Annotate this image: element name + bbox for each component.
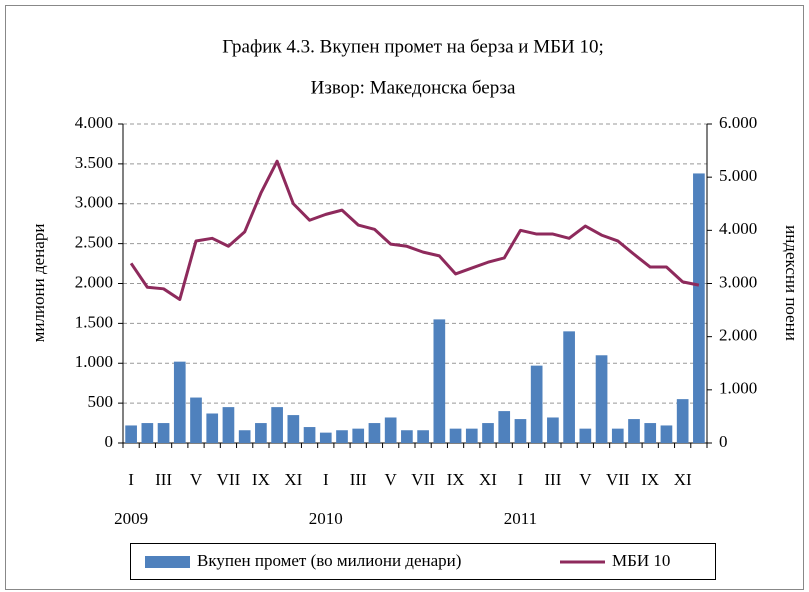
y-tick-label: 500 xyxy=(88,392,114,411)
bar xyxy=(157,423,170,443)
x-tick-label: XI xyxy=(479,470,497,489)
y2-tick-label: 6.000 xyxy=(719,113,757,132)
x-tick-label: I xyxy=(128,470,134,489)
bar xyxy=(368,423,381,443)
x-tick-label: V xyxy=(385,470,398,489)
legend-label: Вкупен промет (во милиони денари) xyxy=(197,551,461,570)
x-tick-label: IX xyxy=(641,470,659,489)
bar xyxy=(125,425,137,443)
x-tick-label: III xyxy=(350,470,367,489)
bar xyxy=(676,399,689,443)
bar xyxy=(595,355,608,443)
bar xyxy=(303,427,316,443)
legend xyxy=(130,543,716,580)
x-tick-label: VII xyxy=(217,470,241,489)
y-tick-label: 2.000 xyxy=(75,272,113,291)
bar xyxy=(384,417,397,443)
bar xyxy=(206,413,219,443)
bar xyxy=(449,428,462,443)
line xyxy=(129,159,700,301)
bar xyxy=(190,397,202,443)
y2-tick-label: 4.000 xyxy=(719,219,757,238)
bar xyxy=(563,331,575,443)
x-tick-label: XI xyxy=(674,470,692,489)
x-tick-label: IX xyxy=(447,470,465,489)
y2-tick-label: 5.000 xyxy=(719,166,757,185)
y-tick-label: 0 xyxy=(105,432,114,451)
year-label: 2009 xyxy=(114,509,148,528)
bar xyxy=(482,423,494,443)
bar xyxy=(498,411,511,443)
legend-swatch xyxy=(145,556,190,568)
x-tick-label: III xyxy=(155,470,172,489)
y-axis-label: милиони денари xyxy=(29,224,48,343)
y2-tick-label: 0 xyxy=(719,432,728,451)
x-tick-label: XI xyxy=(284,470,302,489)
x-tick-label: IX xyxy=(252,470,270,489)
y-tick-label: 1.000 xyxy=(75,352,113,371)
bar xyxy=(352,428,365,443)
bar xyxy=(660,425,673,443)
bar xyxy=(319,432,332,443)
y-tick-label: 3.500 xyxy=(75,153,113,172)
x-tick-label: VII xyxy=(606,470,630,489)
bar xyxy=(611,428,624,443)
bar xyxy=(173,361,186,443)
year-label: 2010 xyxy=(309,509,343,528)
x-tick-label: I xyxy=(323,470,329,489)
bar xyxy=(579,428,592,443)
x-tick-label: I xyxy=(518,470,524,489)
y2-tick-label: 1.000 xyxy=(719,379,757,398)
bar xyxy=(417,430,429,443)
bar xyxy=(693,173,705,443)
bar xyxy=(530,365,543,443)
x-tick-label: VII xyxy=(411,470,435,489)
frame xyxy=(5,5,804,590)
bar xyxy=(271,407,283,443)
chart-subtitle: Извор: Македонска берза xyxy=(311,77,516,98)
bar xyxy=(547,417,559,443)
bar xyxy=(287,415,300,443)
bar xyxy=(433,319,446,443)
year-label: 2011 xyxy=(504,509,537,528)
bar xyxy=(141,423,154,443)
x-tick-label: V xyxy=(190,470,203,489)
y2-axis-label: индексни поени xyxy=(782,225,801,341)
x-tick-label: V xyxy=(579,470,592,489)
bar xyxy=(255,423,267,443)
chart-title: График 4.3. Вкупен промет на берза и МБИ… xyxy=(222,36,604,57)
y2-tick-label: 2.000 xyxy=(719,326,757,345)
bar xyxy=(514,419,527,443)
bar xyxy=(222,407,235,443)
y-tick-label: 1.500 xyxy=(75,312,113,331)
bar xyxy=(238,430,251,443)
y-tick-label: 2.500 xyxy=(75,233,113,252)
y2-tick-label: 3.000 xyxy=(719,272,757,291)
bar xyxy=(628,419,640,443)
legend-label: МБИ 10 xyxy=(612,551,670,570)
y-tick-label: 4.000 xyxy=(75,113,113,132)
x-tick-label: III xyxy=(544,470,561,489)
bar xyxy=(401,430,413,443)
y-tick-label: 3.000 xyxy=(75,193,113,212)
bar xyxy=(465,428,478,443)
bar xyxy=(336,430,348,443)
bar xyxy=(644,423,657,443)
